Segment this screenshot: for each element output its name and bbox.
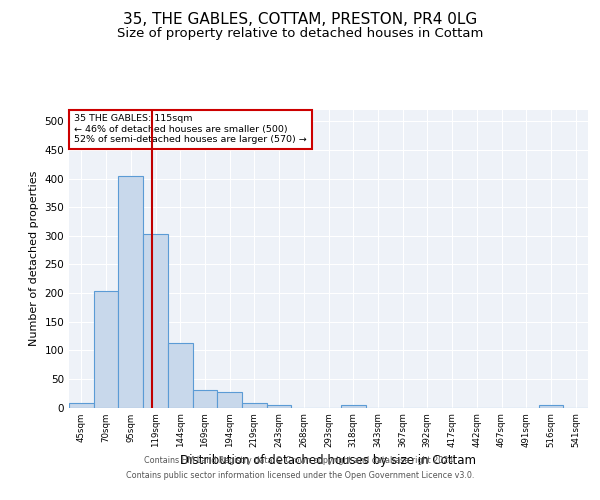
- Text: 35, THE GABLES, COTTAM, PRESTON, PR4 0LG: 35, THE GABLES, COTTAM, PRESTON, PR4 0LG: [123, 12, 477, 28]
- Text: Contains public sector information licensed under the Open Government Licence v3: Contains public sector information licen…: [126, 471, 474, 480]
- Bar: [242, 403, 267, 407]
- Bar: [118, 176, 143, 408]
- Text: Size of property relative to detached houses in Cottam: Size of property relative to detached ho…: [117, 28, 483, 40]
- Bar: [217, 392, 242, 407]
- X-axis label: Distribution of detached houses by size in Cottam: Distribution of detached houses by size …: [181, 454, 476, 467]
- Bar: [168, 343, 193, 407]
- Bar: [193, 390, 217, 407]
- Bar: [94, 291, 118, 408]
- Bar: [267, 404, 292, 407]
- Bar: [69, 403, 94, 407]
- Bar: [143, 234, 168, 408]
- Bar: [341, 405, 365, 407]
- Text: Contains HM Land Registry data © Crown copyright and database right 2024.: Contains HM Land Registry data © Crown c…: [144, 456, 456, 465]
- Text: 35 THE GABLES: 115sqm
← 46% of detached houses are smaller (500)
52% of semi-det: 35 THE GABLES: 115sqm ← 46% of detached …: [74, 114, 307, 144]
- Y-axis label: Number of detached properties: Number of detached properties: [29, 171, 39, 346]
- Bar: [539, 405, 563, 407]
